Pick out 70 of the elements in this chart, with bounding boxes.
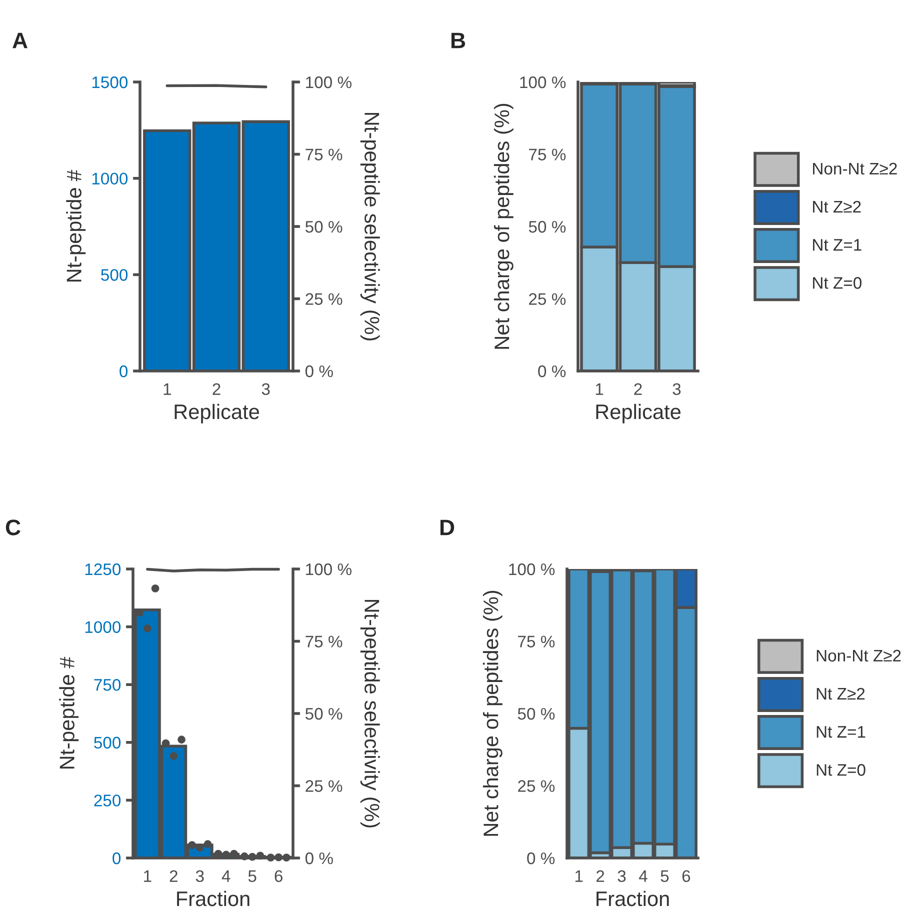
- y-tick-label: 25 %: [529, 293, 566, 305]
- x-axis-title: Fraction: [177, 890, 250, 906]
- x-tick-label: 4: [638, 870, 648, 882]
- legend-label: Non-Nt Z≥2: [816, 650, 901, 662]
- x-tick-label: 2: [634, 383, 642, 395]
- y-tick-label: 0: [112, 852, 121, 864]
- x-tick-label: 3: [196, 870, 204, 882]
- y-axis-title: Net charge of peptides (%): [482, 590, 502, 836]
- x-tick-label: 3: [618, 870, 626, 882]
- y-tick-label: 1250: [85, 563, 121, 576]
- x-tick-label: 1: [596, 383, 604, 395]
- x-tick-label: 6: [274, 870, 282, 882]
- legend-label: Nt Z=1: [816, 726, 866, 738]
- text: D: [440, 520, 454, 536]
- x-tick-label: 2: [212, 383, 220, 395]
- y2-tick-label: 50 %: [305, 220, 342, 233]
- y-tick-label: 500: [94, 736, 121, 749]
- x-tick-label: 2: [170, 870, 178, 882]
- legend-label: Nt Z=0: [816, 764, 866, 776]
- y-axis-title: Nt-peptide #: [66, 170, 86, 282]
- legend-label: Nt Z=1: [813, 239, 862, 251]
- y2-tick-label: 100 %: [306, 563, 352, 576]
- x-axis-title: Fraction: [596, 890, 669, 906]
- y2-tick-label: 0 %: [305, 365, 333, 378]
- y-tick-label: 75 %: [518, 636, 555, 648]
- text: A: [12, 32, 28, 48]
- y2-tick-label: 50 %: [305, 708, 342, 720]
- text: B: [451, 32, 466, 48]
- y-tick-label: 1000: [92, 172, 128, 185]
- legend-label: Non-Nt Z≥2: [813, 162, 897, 175]
- y-tick-label: 750: [94, 679, 121, 691]
- x-tick-label: 1: [575, 870, 583, 882]
- x-tick-label: 3: [262, 383, 270, 396]
- y2-tick-label: 25 %: [306, 780, 342, 792]
- y-tick-label: 50 %: [518, 708, 555, 720]
- y2-tick-label: 25 %: [306, 293, 342, 305]
- y-tick-label: 100 %: [520, 76, 566, 88]
- legend-label: Nt Z≥2: [816, 688, 865, 700]
- y-tick-label: 1500: [92, 76, 128, 88]
- y-tick-label: 0 %: [538, 365, 566, 378]
- legend-label: Nt Z≥2: [813, 200, 861, 213]
- x-tick-label: 1: [164, 383, 171, 395]
- legend-label: Nt Z=0: [813, 277, 862, 289]
- x-axis-title: Replicate: [596, 404, 681, 424]
- y-tick-label: 0: [120, 365, 128, 378]
- x-tick-label: 5: [660, 870, 669, 882]
- x-tick-label: 3: [672, 383, 681, 396]
- x-tick-label: 6: [682, 870, 690, 882]
- y2-tick-label: 100 %: [306, 76, 352, 88]
- y-tick-label: 1000: [85, 621, 121, 634]
- x-axis-title: Replicate: [174, 404, 260, 424]
- y-tick-label: 500: [101, 269, 128, 281]
- y-tick-label: 50 %: [528, 220, 566, 233]
- x-tick-label: 1: [144, 870, 152, 882]
- text: C: [6, 520, 20, 536]
- y-axis-title: Net charge of peptides (%): [494, 104, 514, 349]
- y-tick-label: 0 %: [527, 852, 555, 864]
- y-tick-label: 100 %: [509, 563, 555, 576]
- x-tick-label: 2: [596, 870, 604, 882]
- y-axis-title: Nt-peptide #: [59, 656, 79, 769]
- y-tick-label: 25 %: [518, 780, 555, 792]
- y-tick-label: 250: [94, 794, 121, 806]
- y2-tick-label: 0 %: [305, 852, 333, 864]
- y-tick-label: 75 %: [529, 148, 566, 160]
- y2-tick-label: 75 %: [306, 636, 342, 648]
- x-tick-label: 5: [248, 870, 256, 882]
- y2-tick-label: 75 %: [306, 148, 342, 160]
- y2-axis-title: Nt-peptide selectivity (%): [360, 113, 380, 340]
- x-tick-label: 4: [222, 870, 230, 882]
- y2-axis-title: Nt-peptide selectivity (%): [360, 600, 380, 828]
